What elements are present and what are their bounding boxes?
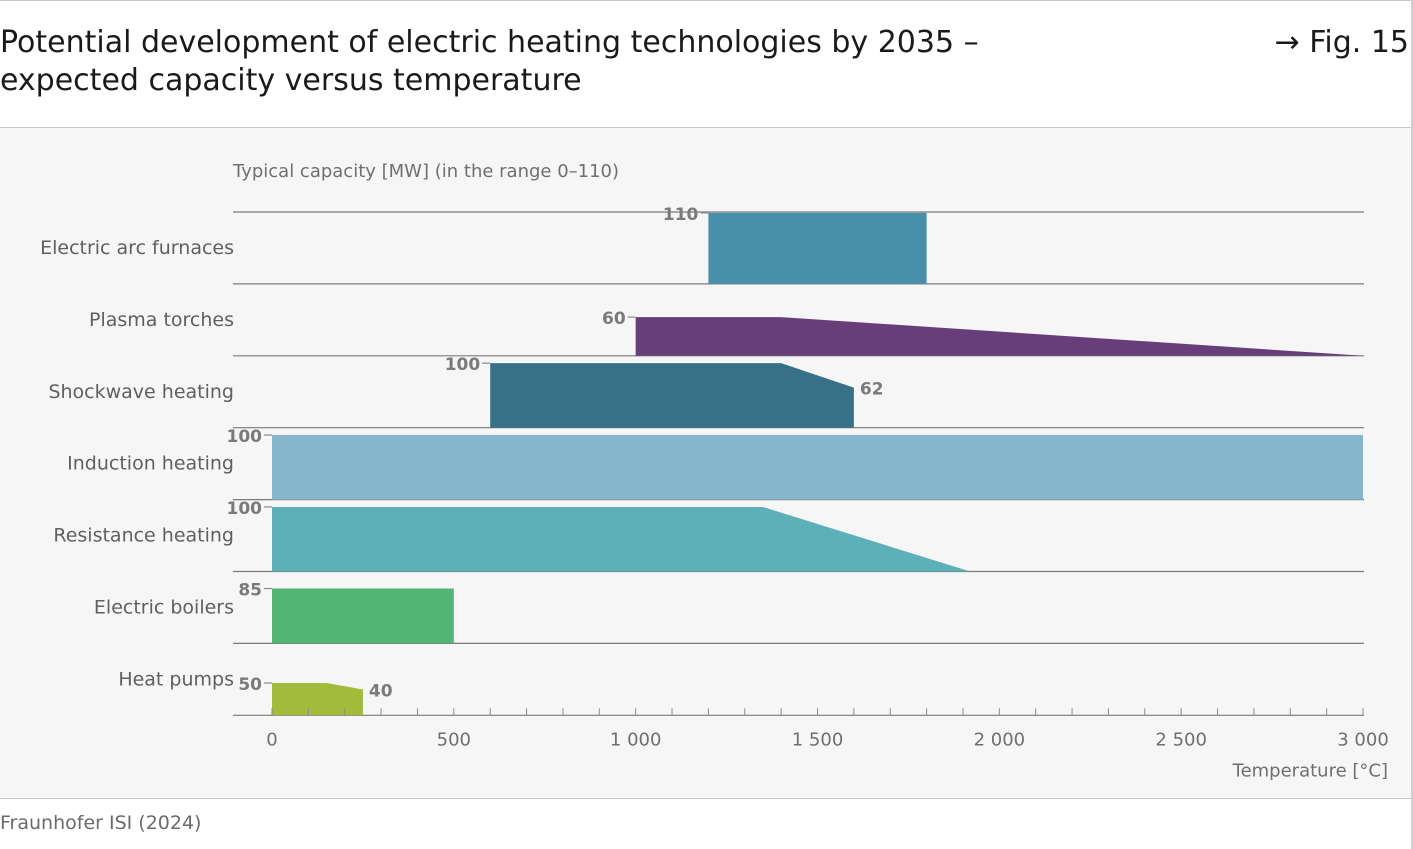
data-value-label: 62 <box>860 380 884 400</box>
header: Potential development of electric heatin… <box>0 0 1413 127</box>
category-label: Electric boilers <box>94 596 234 618</box>
category-label: Electric arc furnaces <box>40 237 234 259</box>
category-label: Heat pumps <box>118 668 234 690</box>
series-shape-resistance-heating <box>272 506 971 572</box>
data-value-label: 110 <box>663 205 699 225</box>
x-axis-tick-label: 3 000 <box>1337 729 1389 750</box>
category-label: Shockwave heating <box>48 381 234 403</box>
series-shape-electric-boilers <box>272 588 454 644</box>
top-divider <box>0 0 1413 1</box>
series-shape-plasma-torches <box>635 317 1363 356</box>
chart-title-line-1: Potential development of electric heatin… <box>0 25 979 60</box>
data-value-label: 100 <box>445 355 481 375</box>
x-axis-tick-label: 1 500 <box>792 729 844 750</box>
series-shape-electric-arc-furnaces <box>708 212 927 284</box>
category-label: Induction heating <box>67 453 234 475</box>
x-axis-tick-label: 1 000 <box>610 729 662 750</box>
data-value-label: 50 <box>238 675 262 695</box>
category-label: Resistance heating <box>53 525 234 547</box>
data-value-label: 100 <box>227 499 263 519</box>
x-axis-tick-label: 500 <box>437 729 471 750</box>
figure-reference-link[interactable]: → Fig. 15 <box>1274 25 1409 60</box>
series-shape-induction-heating <box>272 435 1363 500</box>
x-axis-tick-label: 2 000 <box>974 729 1026 750</box>
chart-title-line-2: expected capacity versus temperature <box>0 63 582 98</box>
capacity-axis-label: Typical capacity [MW] (in the range 0–11… <box>232 161 619 182</box>
x-axis-tick-label: 2 500 <box>1155 729 1207 750</box>
series-shape-shockwave-heating <box>490 363 854 428</box>
right-edge-divider <box>1411 0 1413 849</box>
series-shape-heat-pumps <box>272 683 363 716</box>
data-value-label: 60 <box>602 309 626 329</box>
x-axis-tick-label: 0 <box>266 729 277 750</box>
data-value-label: 100 <box>227 427 263 447</box>
data-value-label: 85 <box>238 581 262 601</box>
x-axis-label: Temperature [°C] <box>1232 760 1388 781</box>
data-value-label: 40 <box>369 681 393 701</box>
category-label: Plasma torches <box>89 309 234 331</box>
source-note: Fraunhofer ISI (2024) <box>0 812 202 834</box>
chart-title: Potential development of electric heatin… <box>0 24 1000 100</box>
